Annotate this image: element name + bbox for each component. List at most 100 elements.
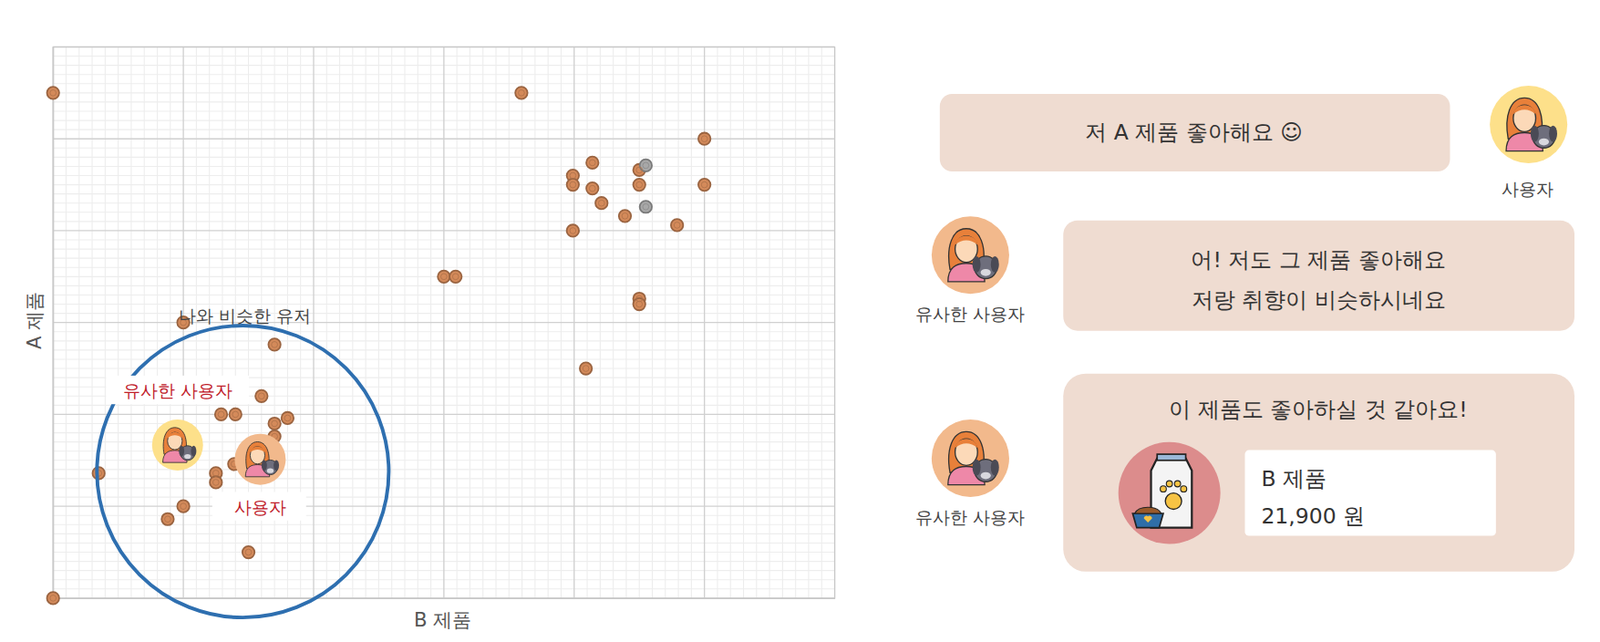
point-ring [582,365,589,372]
dog-ear [178,445,185,457]
product-price: 21,900 원 [1260,503,1365,529]
grid-line-major [52,321,835,323]
point [619,209,631,222]
message-text: 저랑 취향이 비슷하시네요 [1191,287,1446,313]
avatar-user [152,419,204,471]
dog-snout [1538,138,1549,146]
grid-line-major [52,505,835,506]
grid-line-major [52,138,835,140]
bubble [1063,220,1575,331]
point [640,200,652,213]
paw [1165,493,1182,510]
point-ring [165,516,172,523]
dog-snout [184,454,191,459]
point-ring [212,479,219,486]
point-ring [636,166,643,174]
point [176,499,189,512]
speaker-name: 유사한 사용자 [915,303,1025,324]
avatar-bangs [955,236,979,246]
point-ring [588,159,596,166]
grid [52,46,835,598]
point-ring [50,89,57,96]
plot-frame [52,46,835,598]
dog-ear [990,459,1000,476]
point-ring [212,470,219,477]
point-ring [636,181,643,188]
point [46,591,59,604]
point [268,338,280,351]
point-ring [180,503,187,510]
annotation-label: 유사한 사용자 [123,380,233,401]
point-ring [569,227,577,235]
point [698,133,711,145]
point [633,178,646,191]
avatar-similar [931,216,1010,294]
x-axis-title: B 제품 [413,608,472,631]
point-ring [701,181,708,188]
point [242,546,255,558]
food-bowl [1132,513,1164,528]
point [579,361,592,374]
point [268,417,280,430]
point-ring [284,414,291,422]
point [449,270,462,283]
point-ring [642,162,650,169]
dog-ear [273,459,279,471]
point-ring [588,185,596,192]
point-ring [258,392,265,400]
avatar-similar [931,419,1010,497]
dog-ear [261,459,268,471]
message-text: 이 제품도 좋아하실 것 같아요! [1168,396,1467,423]
avatar-bangs [167,432,183,439]
point [640,159,652,172]
point [437,270,450,283]
point-ring [50,595,57,602]
label-bg [212,491,307,520]
point-ring [598,199,605,207]
dog-snout [267,468,274,474]
point-ring [673,222,681,229]
point-ring [518,89,526,96]
point [281,412,294,424]
point-ring [441,273,448,280]
avatar-bg [152,419,204,471]
message-text: 저 A 제품 좋아해요 ☺ [1084,119,1302,145]
bubble [1063,373,1575,572]
point [215,408,228,421]
point [586,182,599,195]
point-ring [636,300,643,308]
dog-ear [990,256,1000,273]
point-ring [452,273,459,280]
avatar-bg [931,419,1010,497]
paw-toe [1180,485,1188,493]
point [161,513,174,526]
point [595,196,608,209]
point-ring [642,203,650,210]
point [567,224,579,237]
paw-toe [1160,485,1167,493]
product-icon [1132,454,1192,528]
y-axis-title: A 제품 [22,291,46,350]
product-image-bg [1118,442,1221,545]
point [698,178,711,191]
point [586,156,599,169]
annotation-label: 나와 비슷한 유저 [178,305,311,326]
bowl-heart [1144,516,1153,523]
product-card: B 제품21,900 원 [1118,442,1497,545]
dog-snout [980,472,991,480]
point-ring [569,172,577,179]
conversation: 저 A 제품 좋아해요 ☺사용자어! 저도 그 제품 좋아해요저랑 취향이 비슷… [915,85,1575,572]
bubble [939,93,1451,172]
point-ring [271,341,279,349]
point-ring [621,212,629,219]
product-info-box [1244,450,1496,537]
point-ring [232,411,239,418]
grid-line-major [52,229,835,231]
scatter-chart: B 제품 A 제품 [22,46,836,631]
annotation-label: 사용자 [234,496,287,517]
avatar-bg [1489,85,1568,164]
annotations: 나와 비슷한 유저유사한 사용자사용자 [96,305,389,619]
point [209,475,222,488]
avatar-similar [234,433,286,486]
point-ring [569,181,577,188]
